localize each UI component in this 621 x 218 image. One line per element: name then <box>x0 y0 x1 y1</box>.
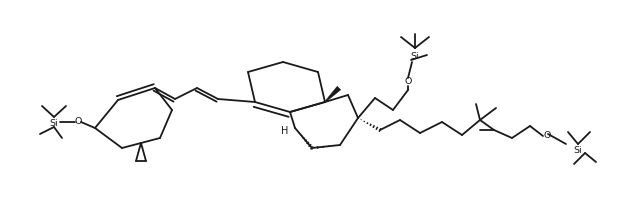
Text: O: O <box>75 116 82 126</box>
Text: O: O <box>404 77 412 85</box>
Text: Si: Si <box>410 51 419 61</box>
Polygon shape <box>325 86 341 102</box>
Text: O: O <box>543 131 551 140</box>
Text: Si: Si <box>574 145 582 155</box>
Text: Si: Si <box>50 119 58 128</box>
Text: H: H <box>281 126 289 136</box>
